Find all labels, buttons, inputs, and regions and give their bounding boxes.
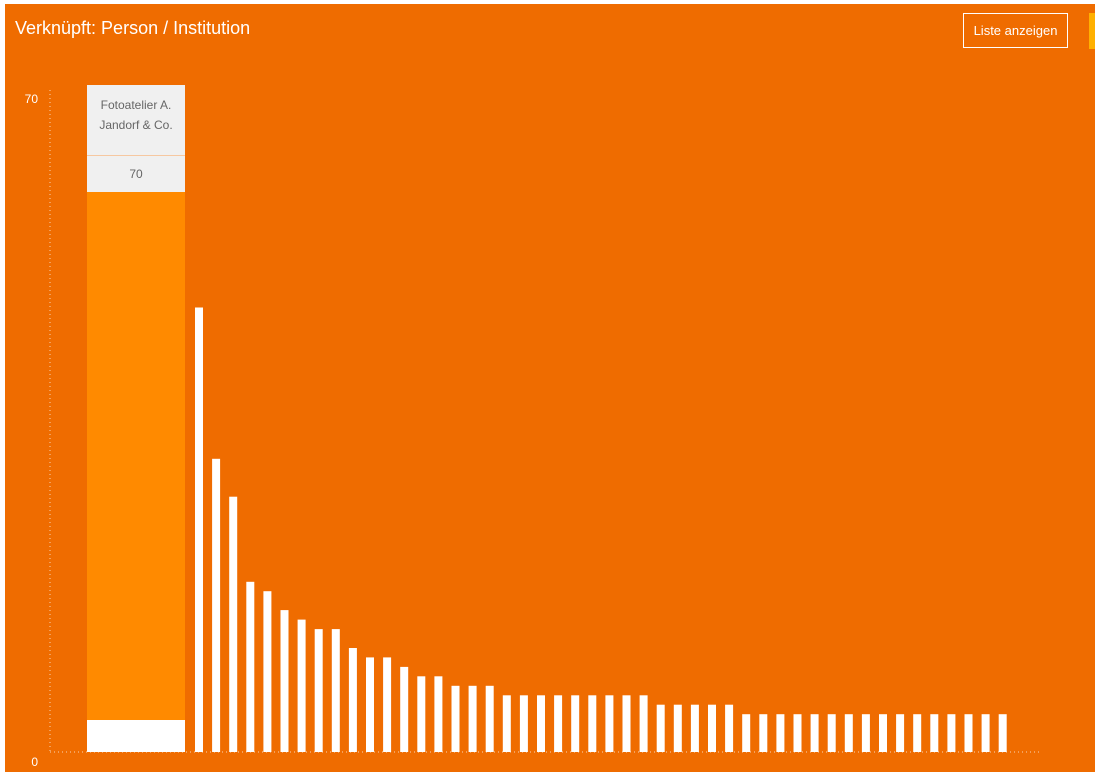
bar[interactable] xyxy=(930,714,939,752)
show-list-button[interactable]: Liste anzeigen xyxy=(963,13,1068,48)
bar[interactable] xyxy=(759,714,768,752)
bar[interactable] xyxy=(742,714,751,752)
bar[interactable] xyxy=(366,657,374,752)
bar[interactable] xyxy=(725,704,734,752)
y-axis-min-label: 0 xyxy=(31,755,38,769)
bar[interactable] xyxy=(434,676,443,752)
bar-series xyxy=(87,90,1007,752)
bar[interactable] xyxy=(502,695,511,752)
bar[interactable] xyxy=(793,714,802,752)
bar[interactable] xyxy=(280,610,289,752)
bar[interactable] xyxy=(297,619,306,752)
bar[interactable] xyxy=(964,714,973,752)
bar[interactable] xyxy=(605,695,614,752)
bar[interactable] xyxy=(331,629,340,752)
bar[interactable] xyxy=(588,695,597,752)
bar[interactable] xyxy=(246,581,255,752)
bar[interactable] xyxy=(383,657,392,752)
chart-panel: Verknüpft: Person / Institution Liste an… xyxy=(5,4,1095,772)
tooltip-label: Fotoatelier A. Jandorf & Co. xyxy=(99,98,173,132)
bar[interactable] xyxy=(896,714,905,752)
bar[interactable] xyxy=(708,704,716,752)
bar[interactable] xyxy=(810,714,819,752)
tooltip-value: 70 xyxy=(87,155,185,192)
bar-chart xyxy=(49,90,1039,753)
bar[interactable] xyxy=(776,714,785,752)
bar[interactable] xyxy=(827,714,836,752)
highlighted-bar-base xyxy=(87,720,185,752)
bar[interactable] xyxy=(844,714,853,752)
bar[interactable] xyxy=(656,704,665,752)
bar[interactable] xyxy=(195,307,203,753)
bar[interactable] xyxy=(485,685,494,752)
bar[interactable] xyxy=(998,714,1007,752)
chart-title: Verknüpft: Person / Institution xyxy=(15,18,251,38)
bar[interactable] xyxy=(913,714,922,752)
bar[interactable] xyxy=(519,695,528,752)
bar[interactable] xyxy=(348,648,357,752)
bar[interactable] xyxy=(229,496,238,752)
bar[interactable] xyxy=(554,695,563,752)
bar[interactable] xyxy=(981,714,990,752)
bar[interactable] xyxy=(400,666,409,752)
bar[interactable] xyxy=(537,695,545,752)
bar[interactable] xyxy=(417,676,426,752)
y-axis-max-label: 70 xyxy=(24,92,38,106)
bar[interactable] xyxy=(314,629,323,752)
side-panel-toggle[interactable] xyxy=(1089,13,1095,49)
highlighted-bar[interactable] xyxy=(87,90,185,752)
bar[interactable] xyxy=(263,591,272,752)
bar[interactable] xyxy=(690,704,699,752)
bar[interactable] xyxy=(861,714,870,752)
bar[interactable] xyxy=(212,458,221,752)
bar[interactable] xyxy=(879,714,887,752)
bar[interactable] xyxy=(468,685,477,752)
bar[interactable] xyxy=(673,704,682,752)
bar[interactable] xyxy=(639,695,648,752)
hover-tooltip: Fotoatelier A. Jandorf & Co. 70 xyxy=(87,85,185,192)
bar[interactable] xyxy=(451,685,460,752)
bar[interactable] xyxy=(571,695,580,752)
bar[interactable] xyxy=(947,714,956,752)
bar[interactable] xyxy=(622,695,631,752)
